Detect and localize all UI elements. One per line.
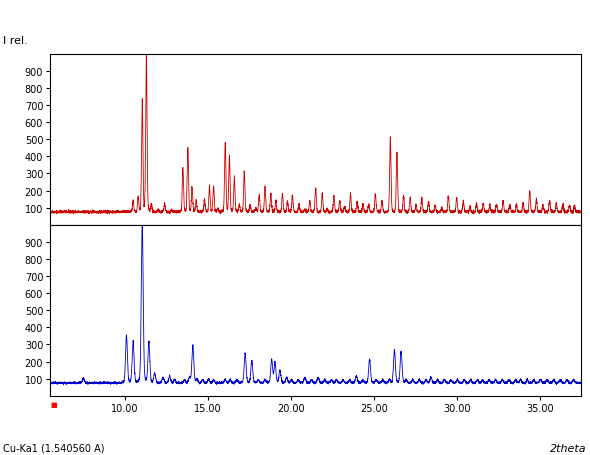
- Text: 2theta: 2theta: [550, 443, 587, 453]
- Text: Cu-Ka1 (1.540560 A): Cu-Ka1 (1.540560 A): [3, 443, 104, 453]
- Text: ■: ■: [50, 401, 57, 407]
- Text: I rel.: I rel.: [3, 35, 28, 46]
